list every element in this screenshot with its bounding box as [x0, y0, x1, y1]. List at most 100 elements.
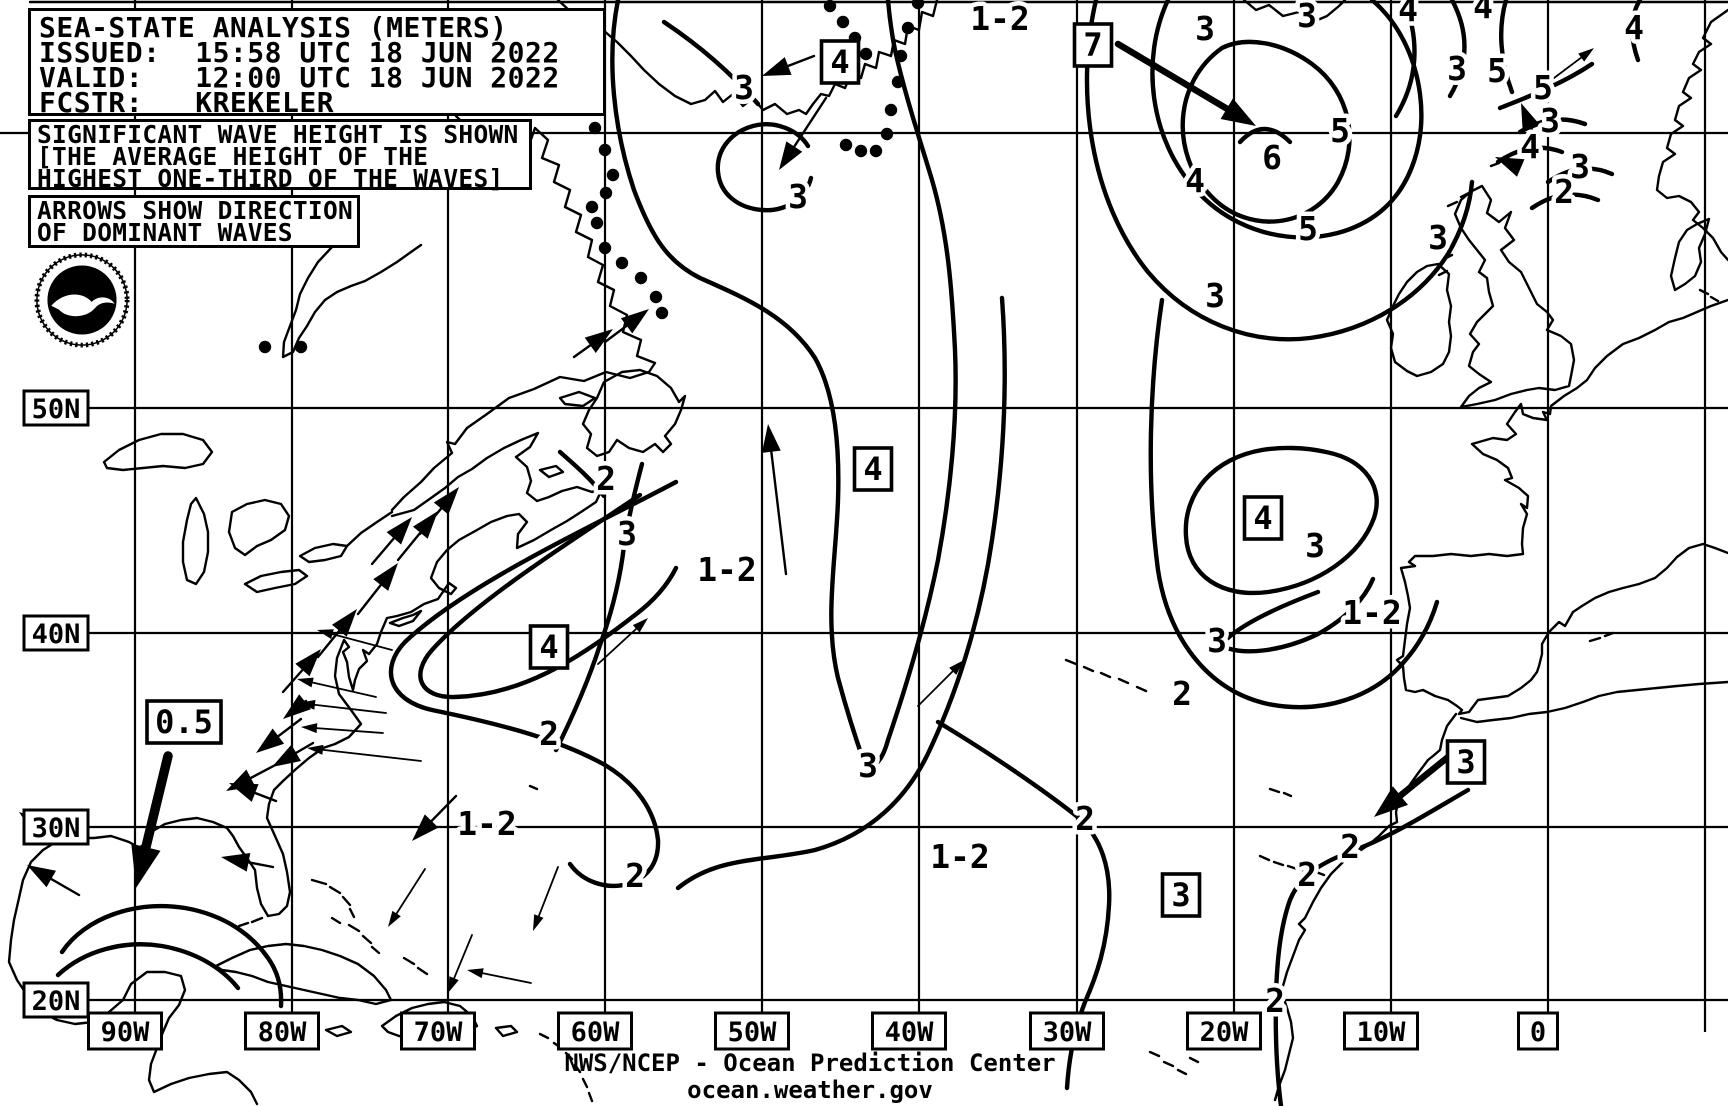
attribution-agency: NWS/NCEP - Ocean Prediction Center: [564, 1049, 1056, 1077]
lake-ontario: [298, 542, 349, 564]
contour-line: [418, 492, 679, 700]
longitude-label: 70W: [414, 1017, 464, 1048]
latitude-label-box: [22, 614, 90, 652]
wave-direction-arrow: [603, 309, 649, 344]
contour-line: [1150, 0, 1424, 240]
ice-edge-dot: [590, 216, 604, 230]
wave-height-label: 3: [617, 514, 637, 553]
ice-edge-dot: [588, 121, 602, 135]
contour-line: [1630, 0, 1643, 63]
contour-line: [1499, 0, 1515, 95]
wave-height-label: 4: [1185, 161, 1205, 200]
latitude-label-box: [22, 808, 90, 846]
arrowhead-icon: [388, 910, 401, 927]
wave-height-label: 1-2: [970, 0, 1030, 38]
wave-direction-arrow: [317, 629, 393, 651]
arrowhead-icon: [131, 843, 161, 888]
lake-michigan: [181, 496, 210, 586]
wave-height-label: 2: [1265, 981, 1285, 1020]
lake-superior: [102, 432, 214, 472]
contour-line: [1084, 0, 1475, 342]
arrowhead-icon: [307, 744, 324, 755]
arrow-tail: [451, 934, 473, 983]
ice-edge-dot: [854, 144, 868, 158]
wave-height-label: 4: [1473, 0, 1493, 26]
longitude-label-box: [1517, 1011, 1559, 1051]
arrowhead-icon: [301, 723, 318, 734]
longitude-label-box: [557, 1011, 633, 1051]
wave-height-label: 2: [1340, 827, 1360, 866]
ice-edge-dot: [599, 186, 613, 200]
wave-height-contours: [55, 0, 1643, 1106]
arrow-tail: [393, 868, 426, 918]
longitude-label-box: [714, 1011, 790, 1051]
wave-direction-arrow: [388, 868, 426, 927]
boxed-wave-height-label: 3: [1171, 876, 1190, 914]
arrow-tail: [140, 751, 173, 856]
longitude-label-box: [244, 1011, 320, 1051]
boxed-wave-height-label: 4: [863, 450, 882, 488]
wave-height-label: 5: [1533, 68, 1553, 107]
longitude-label: 30W: [1043, 1017, 1093, 1048]
ice-edge-dot: [901, 21, 915, 35]
wave-height-label: 5: [1330, 111, 1350, 150]
arrowhead-icon: [533, 914, 544, 931]
wave-direction-arrow: [1114, 40, 1256, 126]
coastline-east-seaboard-gulf-mexico: [7, 431, 605, 1106]
arrow-tail: [243, 860, 275, 869]
wave-height-label: 2: [596, 459, 616, 498]
coastline-west-europe-iberia: [1395, 298, 1728, 716]
coastline-hudson-james-bay: [281, 243, 423, 359]
arrowhead-icon: [412, 511, 438, 539]
arrow-tail: [1545, 54, 1586, 85]
coastline-ireland: [1385, 262, 1453, 378]
wave-direction-arrow: [281, 649, 321, 694]
wave-height-label: 2: [1297, 855, 1317, 894]
wave-direction-arrows: [19, 40, 1594, 993]
wave-height-note: SIGNIFICANT WAVE HEIGHT IS SHOWN [THE AV…: [28, 119, 532, 191]
coastline-long-island: [388, 609, 423, 628]
arrow-tail: [1114, 40, 1234, 114]
arrow-tail: [370, 534, 398, 566]
ice-edge-dot: [836, 15, 850, 29]
arrow-tail: [790, 96, 828, 152]
arrowhead-icon: [1578, 48, 1594, 62]
arrowhead-icon: [620, 309, 649, 334]
arrow-tail: [273, 717, 303, 740]
arrowhead-icon: [331, 609, 357, 637]
arrow-tail: [783, 54, 816, 69]
ice-edge-dot: [294, 340, 308, 354]
arrowhead-icon: [433, 487, 459, 515]
boxed-wave-height-label-box: [852, 446, 894, 492]
wave-direction-arrow: [779, 96, 828, 170]
boxed-wave-height-label-box: [1445, 739, 1487, 785]
contour-line: [1180, 39, 1352, 224]
arrowhead-icon: [1495, 157, 1525, 177]
attribution-url: ocean.weather.gov: [687, 1076, 933, 1104]
longitude-label-box: [400, 1011, 476, 1051]
coastline-jamaica: [324, 1024, 353, 1038]
contour-line: [715, 122, 814, 213]
wave-direction-arrow: [356, 563, 398, 616]
coastline-west-africa: [1273, 712, 1458, 1102]
longitude-label: 20W: [1200, 1017, 1250, 1048]
arrowhead-icon: [467, 968, 484, 979]
arrowhead-icon: [373, 563, 398, 591]
arrowhead-icon: [762, 57, 792, 76]
longitude-label: 90W: [101, 1017, 151, 1048]
longitude-label-box: [87, 1011, 163, 1051]
note-line: SIGNIFICANT WAVE HEIGHT IS SHOWN: [37, 120, 519, 149]
wave-direction-arrow: [256, 717, 303, 753]
arrow-tail: [597, 625, 641, 665]
ice-edge-dot: [258, 340, 272, 354]
boxed-wave-height-label-box: [528, 624, 570, 670]
wave-direction-arrow: [370, 517, 412, 566]
wave-height-label: 2: [1554, 172, 1574, 211]
arrow-tail: [310, 703, 387, 714]
latitude-label: 40N: [32, 619, 81, 650]
wave-height-label: 1-2: [457, 804, 517, 843]
grid-labels: 50N 40N 30N 20N 90W 80W 70W 60W 50W 40W 30W 20W 10W 0: [22, 389, 1559, 1051]
latitude-label-box: [22, 981, 90, 1019]
arrowhead-icon: [1374, 786, 1408, 817]
wave-direction-arrow: [761, 424, 788, 576]
